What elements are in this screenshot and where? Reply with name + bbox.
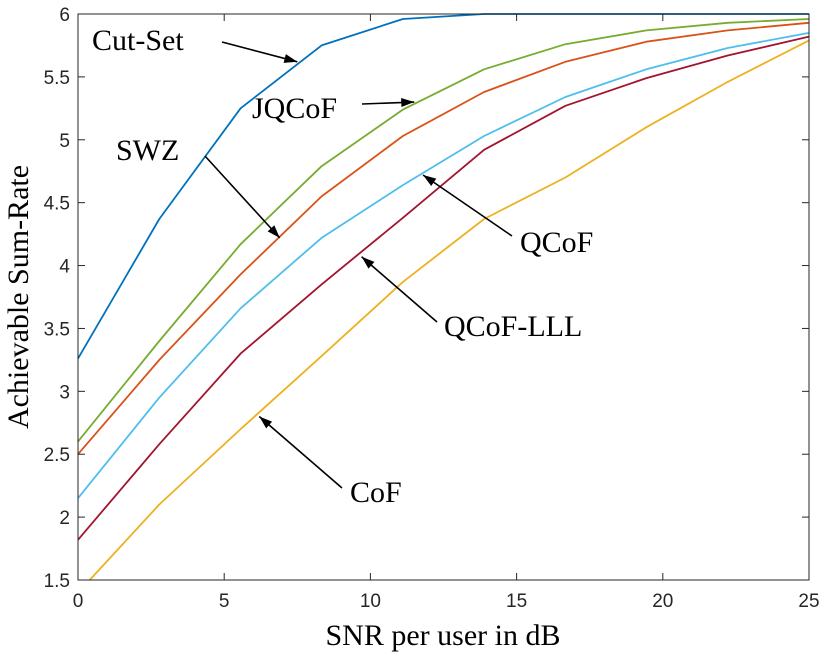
annotation-arrow-jqcof [361, 98, 415, 108]
y-tick-label: 2.5 [44, 445, 70, 466]
annotation-label-jqcof: JQCoF [252, 92, 337, 125]
annotation-arrow-cut-set-head [283, 54, 298, 63]
series-line-qcof [77, 32, 810, 499]
annotation-arrow-qcof [422, 174, 513, 237]
series-line-cof [89, 39, 810, 581]
x-tick-label: 0 [73, 591, 84, 612]
annotation-arrow-swz [204, 155, 281, 239]
y-tick-label: 6 [59, 5, 70, 26]
annotation-arrow-qcof-head [423, 174, 437, 187]
y-tick-label: 5 [59, 131, 70, 152]
annotation-arrow-swz-head [267, 225, 280, 238]
series-line-qcof-lll [77, 35, 810, 541]
series-line-jqcof [77, 18, 810, 443]
annotation-label-swz: SWZ [116, 134, 179, 167]
x-axis-title: SNR per user in dB [326, 619, 561, 652]
annotation-label-cut-set: Cut-Set [92, 24, 184, 57]
y-tick-label: 1.5 [44, 571, 70, 592]
x-tick-label: 15 [506, 591, 527, 612]
annotation-arrow-jqcof-head [401, 98, 415, 108]
annotation-layer: Cut-Set JQCoF SWZ QCoF QCoF-LLL CoF [92, 24, 593, 509]
annotation-arrow-swz-shaft [204, 155, 281, 239]
annotation-arrow-cof-shaft [258, 415, 343, 489]
annotation-arrow-qcof-lll [361, 256, 438, 323]
y-tick-label: 3 [59, 382, 70, 403]
annotation-label-cof: CoF [350, 476, 402, 509]
y-tick-label: 2 [59, 508, 70, 529]
x-tick-label: 20 [652, 591, 673, 612]
x-tick-label: 5 [219, 591, 230, 612]
x-tick-label: 25 [798, 591, 819, 612]
y-tick-label: 4 [59, 257, 70, 278]
annotation-arrow-cut-set [221, 41, 298, 63]
y-axis-title: Achievable Sum-Rate [2, 165, 35, 429]
annotation-arrow-cof [258, 415, 343, 489]
annotation-arrow-qcof-lll-head [361, 256, 375, 269]
annotation-arrow-cof-head [259, 416, 273, 429]
tick-layer: 0 5 10 15 20 25 1.5 2 2.5 3 3.5 4 4.5 5 5.5 6 [44, 5, 820, 612]
annotation-label-qcof-lll: QCoF-LLL [444, 310, 582, 343]
series-line-swz [77, 21, 810, 455]
series-layer [77, 13, 810, 581]
annotation-arrow-qcof-lll-shaft [361, 256, 438, 323]
annotation-arrow-qcof-shaft [422, 174, 513, 237]
annotation-label-qcof: QCoF [520, 226, 593, 259]
y-tick-label: 3.5 [44, 319, 70, 340]
x-tick-label: 10 [360, 591, 381, 612]
y-tick-label: 5.5 [44, 68, 70, 89]
y-tick-label: 4.5 [44, 194, 70, 215]
plot-frame [77, 13, 810, 581]
